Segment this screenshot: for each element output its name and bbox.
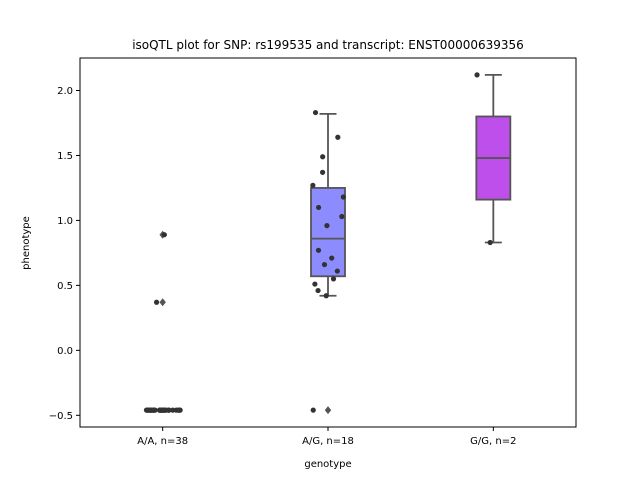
data-point	[334, 268, 340, 274]
box-group	[475, 73, 512, 244]
box-group	[144, 230, 181, 412]
data-point	[166, 407, 172, 413]
data-point	[320, 169, 326, 175]
x-tick-label: A/A, n=38	[137, 436, 188, 447]
y-tick-label: 0.0	[57, 346, 73, 357]
data-point	[340, 194, 346, 200]
data-point	[310, 407, 316, 413]
data-point	[324, 223, 330, 229]
data-point	[161, 232, 167, 238]
box-flier	[324, 406, 332, 415]
data-point	[330, 276, 337, 282]
data-point	[487, 239, 493, 246]
data-point	[320, 154, 326, 160]
data-point	[315, 287, 321, 294]
data-point	[329, 255, 335, 261]
data-point	[335, 134, 341, 140]
data-point	[310, 182, 316, 188]
data-point	[161, 407, 168, 413]
data-point	[170, 407, 176, 413]
strip-points	[474, 72, 493, 246]
y-tick-label: 0.5	[57, 281, 73, 292]
data-point	[321, 261, 328, 268]
data-point	[339, 213, 345, 220]
strip-points	[310, 109, 346, 413]
box-group	[310, 112, 346, 415]
data-point	[315, 247, 322, 253]
data-point	[150, 407, 156, 413]
data-point	[474, 72, 480, 78]
data-point	[323, 293, 329, 299]
x-tick-label: A/G, n=18	[302, 436, 354, 447]
data-point	[153, 299, 160, 305]
box-iqr	[310, 187, 346, 278]
strip-points	[143, 232, 183, 413]
y-tick-label: 2.0	[57, 86, 73, 97]
data-point	[312, 109, 319, 116]
x-tick-label: G/G, n=2	[470, 436, 516, 447]
y-tick-label: −0.5	[49, 411, 73, 422]
data-point	[312, 281, 318, 287]
x-axis-label: genotype	[304, 459, 351, 470]
y-tick-label: 1.0	[57, 216, 73, 227]
y-axis: −0.5 0.0 0.5 1.0 1.5 2.0	[49, 86, 80, 422]
data-point	[177, 407, 183, 413]
box-flier	[159, 298, 166, 307]
y-axis-label: phenotype	[21, 216, 32, 270]
x-axis: A/A, n=38 A/G, n=18 G/G, n=2	[137, 427, 516, 447]
chart-title: isoQTL plot for SNP: rs199535 and transc…	[132, 38, 524, 52]
y-tick-label: 1.5	[57, 151, 73, 162]
plot-area	[143, 72, 512, 415]
data-point	[158, 407, 164, 413]
data-point	[315, 204, 322, 211]
